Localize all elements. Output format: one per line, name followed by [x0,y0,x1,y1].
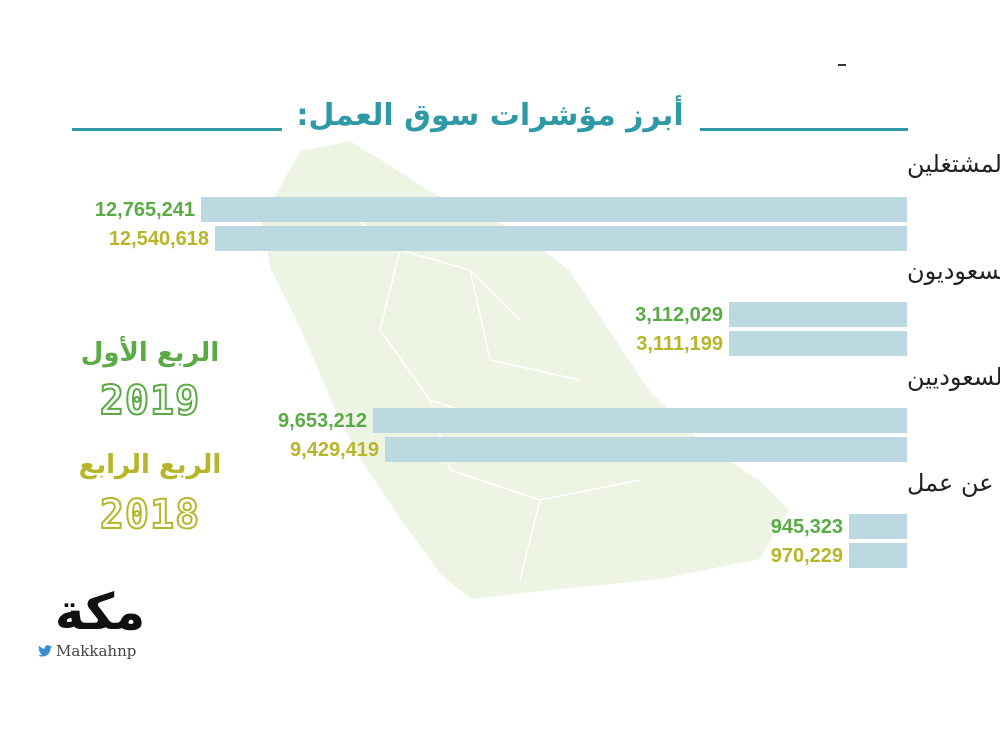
bar [729,331,907,356]
bar [201,197,907,222]
bar [215,226,907,251]
bar-value-label: 9,653,212 [278,410,367,432]
bar [849,543,907,568]
category-label: إجمالي المشتغلين [907,150,1000,179]
bar-value-label: 12,765,241 [95,199,195,221]
chart-title: أبرز مؤشرات سوق العمل: [296,98,684,133]
bar-value-label: 9,429,419 [290,439,379,461]
category-label: المشتغلون غير السعوديين [907,363,1000,391]
title-rule-right [700,128,908,131]
handle-text: Makkahnp [56,642,137,660]
bar [385,437,907,462]
map-region-lines [329,199,641,581]
legend-label-q1-2019: الربع الأول [80,338,220,368]
twitter-bird-icon [38,645,52,657]
bar-value-label: 12,540,618 [109,228,209,250]
legend-year-2018: 2018 [99,491,201,539]
legend-label-q4-2018: الربع الرابع [78,450,222,480]
bar [729,302,907,327]
category-label: السعوديون الباحثون عن عمل [907,469,1000,497]
makkah-logo: مكة [54,583,146,641]
bar [849,514,907,539]
legend-year-2019: 2019 [99,377,201,425]
bar-value-label: 970,229 [771,545,843,567]
title-rule-left [72,128,282,131]
bar [373,408,907,433]
bar-value-label: 945,323 [771,516,843,538]
twitter-handle: Makkahnp [38,642,136,660]
category-label: المشتغلون السعوديون [907,257,1000,285]
top-dash [838,64,846,66]
bar-value-label: 3,112,029 [635,304,723,326]
bar-value-label: 3,111,199 [636,333,723,355]
